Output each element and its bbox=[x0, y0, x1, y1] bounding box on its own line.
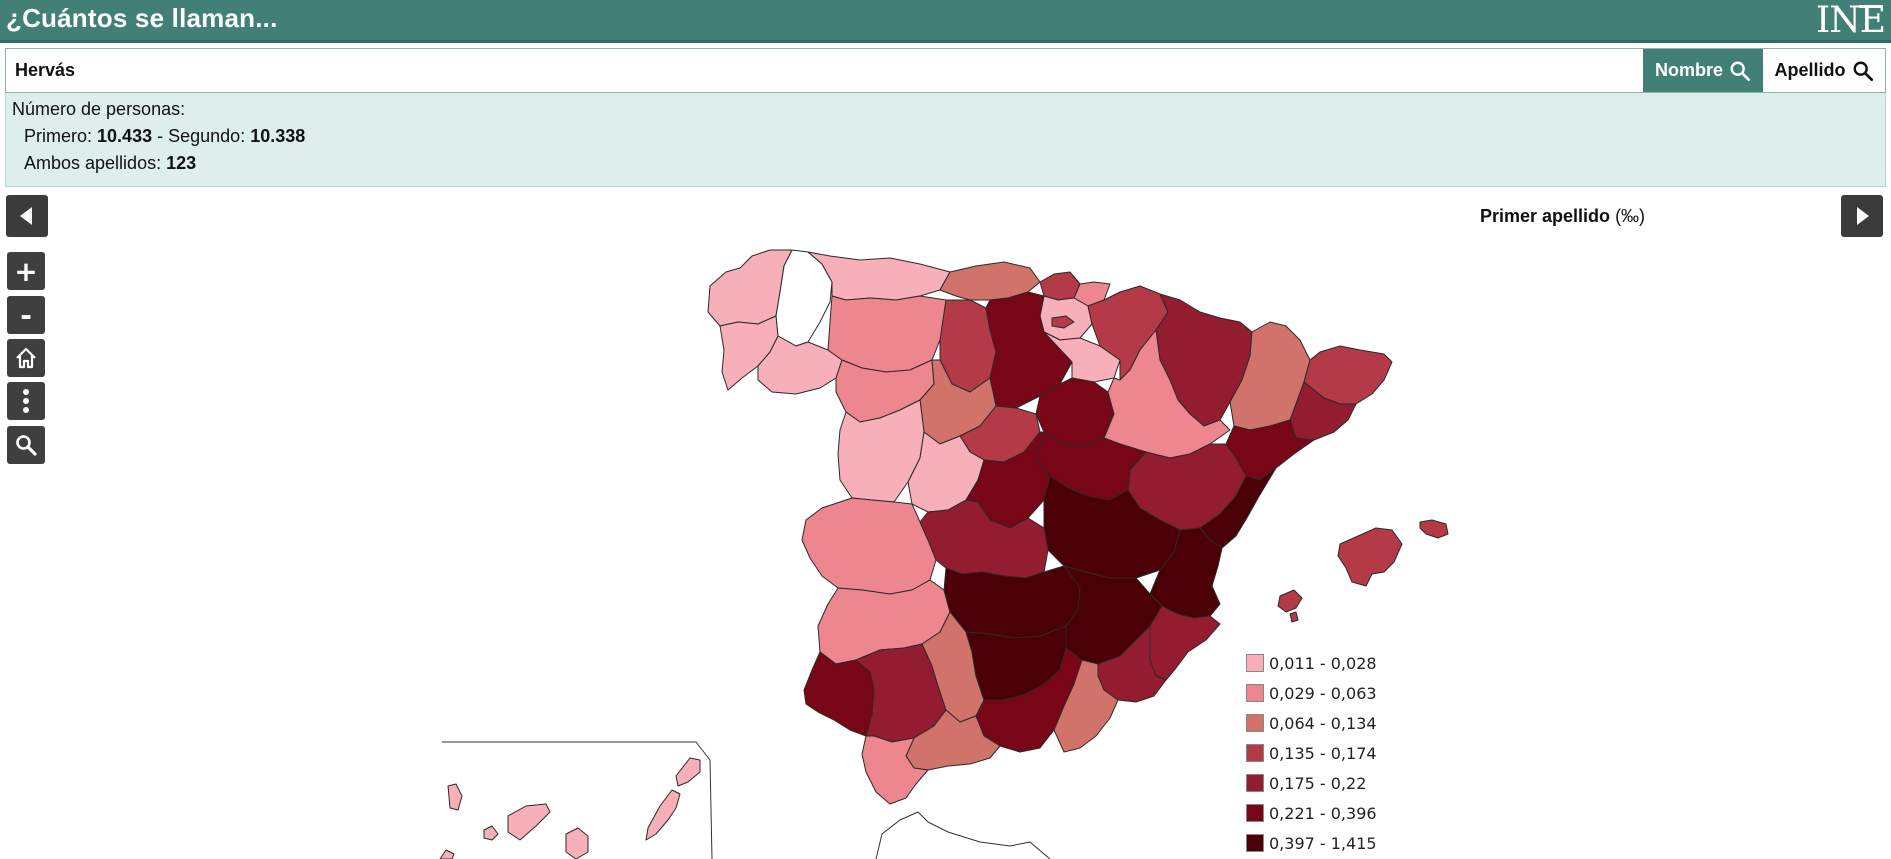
legend-label: 0,397 - 1,415 bbox=[1269, 833, 1377, 853]
province-almeria bbox=[1053, 659, 1119, 753]
province-el-hierro bbox=[439, 849, 455, 859]
primero-value: 10.433 bbox=[97, 126, 153, 146]
map-search-button[interactable] bbox=[7, 426, 45, 464]
legend-swatch bbox=[1246, 804, 1264, 822]
search-by-surname-button[interactable]: Apellido bbox=[1763, 49, 1885, 92]
province-cadiz bbox=[861, 735, 929, 805]
legend-item: 0,175 - 0,22 bbox=[1246, 768, 1377, 798]
ambos-value: 123 bbox=[166, 153, 197, 173]
province-la-gomera bbox=[483, 825, 499, 841]
search-icon bbox=[1730, 61, 1751, 81]
province-menorca bbox=[1419, 519, 1449, 539]
next-map-button[interactable] bbox=[1841, 195, 1883, 237]
search-bar: Nombre Apellido bbox=[5, 48, 1886, 93]
persons-heading: Número de personas: bbox=[12, 99, 186, 119]
app-title: ¿Cuántos se llaman... bbox=[6, 3, 278, 33]
previous-map-button[interactable] bbox=[6, 195, 48, 237]
africa-coast-outline bbox=[875, 811, 1051, 859]
province-burgos-enclave bbox=[1051, 315, 1075, 329]
triangle-right-icon bbox=[1857, 207, 1869, 225]
province-lanzarote bbox=[675, 757, 701, 787]
plus-icon: + bbox=[14, 254, 38, 288]
legend-label: 0,011 - 0,028 bbox=[1269, 653, 1377, 673]
legend-item: 0,029 - 0,063 bbox=[1246, 678, 1377, 708]
search-icon bbox=[1853, 61, 1873, 81]
province-caceres bbox=[801, 497, 937, 595]
triangle-left-icon bbox=[20, 207, 32, 225]
legend-label: 0,175 - 0,22 bbox=[1269, 773, 1367, 793]
logo-bar bbox=[1859, 5, 1881, 8]
province-cuenca bbox=[1043, 475, 1181, 579]
legend-label: 0,064 - 0,134 bbox=[1269, 713, 1377, 733]
legend-label: 0,221 - 0,396 bbox=[1269, 803, 1377, 823]
legend-swatch bbox=[1246, 654, 1264, 672]
legend-swatch bbox=[1246, 774, 1264, 792]
ambos-label: Ambos apellidos: bbox=[24, 153, 162, 173]
separator: - bbox=[157, 126, 164, 146]
search-by-name-label: Nombre bbox=[1654, 60, 1723, 80]
search-input[interactable] bbox=[6, 49, 1643, 92]
legend-item: 0,397 - 1,415 bbox=[1246, 828, 1377, 858]
map-title-text: Primer apellido bbox=[1480, 206, 1611, 226]
province-leon bbox=[827, 295, 947, 373]
segundo-value: 10.338 bbox=[250, 126, 306, 146]
segundo-label: Segundo: bbox=[168, 126, 246, 146]
more-options-button[interactable] bbox=[7, 382, 45, 420]
primero-label: Primero: bbox=[24, 126, 93, 146]
legend-item: 0,221 - 0,396 bbox=[1246, 798, 1377, 828]
zoom-in-button[interactable]: + bbox=[7, 252, 45, 290]
legend-swatch bbox=[1246, 834, 1264, 852]
map-title: Primer apellido (‰) bbox=[1480, 206, 1645, 227]
search-by-surname-label: Apellido bbox=[1774, 60, 1846, 80]
province-gran-canaria bbox=[565, 827, 589, 859]
search-by-name-button[interactable]: Nombre bbox=[1643, 49, 1763, 92]
legend-swatch bbox=[1246, 714, 1264, 732]
ine-logo[interactable]: INE bbox=[1816, 0, 1886, 41]
canarias-inset-frame bbox=[442, 741, 713, 859]
map-legend: 0,011 - 0,028 0,029 - 0,063 0,064 - 0,134 0… bbox=[1246, 648, 1377, 858]
minus-icon: - bbox=[20, 298, 32, 332]
legend-swatch bbox=[1246, 684, 1264, 702]
province-zaragoza bbox=[1103, 329, 1231, 459]
province-fuerteventura bbox=[645, 789, 681, 841]
province-la-palma bbox=[447, 783, 463, 811]
first-second-count: Primero: 10.433 - Segundo: 10.338 bbox=[24, 126, 305, 147]
legend-swatch bbox=[1246, 744, 1264, 762]
map-unit: (‰) bbox=[1615, 206, 1646, 226]
both-count: Ambos apellidos: 123 bbox=[24, 153, 196, 174]
legend-label: 0,029 - 0,063 bbox=[1269, 683, 1377, 703]
home-button[interactable] bbox=[7, 339, 45, 377]
province-alicante bbox=[1149, 605, 1221, 681]
province-mallorca bbox=[1337, 527, 1403, 587]
search-icon bbox=[16, 435, 37, 456]
app-header: ¿Cuántos se llaman... INE bbox=[0, 0, 1891, 43]
more-vertical-icon bbox=[23, 389, 29, 413]
legend-item: 0,135 - 0,174 bbox=[1246, 738, 1377, 768]
zoom-out-button[interactable]: - bbox=[7, 296, 45, 334]
province-bizkaia bbox=[1039, 271, 1081, 301]
legend-label: 0,135 - 0,174 bbox=[1269, 743, 1377, 763]
province-la-rioja bbox=[1043, 331, 1121, 383]
legend-item: 0,064 - 0,134 bbox=[1246, 708, 1377, 738]
province-tenerife bbox=[507, 803, 551, 841]
legend-item: 0,011 - 0,028 bbox=[1246, 648, 1377, 678]
results-summary: Número de personas: Primero: 10.433 - Se… bbox=[5, 93, 1886, 187]
home-icon bbox=[16, 347, 36, 369]
province-ibiza bbox=[1277, 589, 1303, 613]
province-ciudad-real bbox=[943, 565, 1081, 639]
province-formentera bbox=[1289, 611, 1299, 623]
